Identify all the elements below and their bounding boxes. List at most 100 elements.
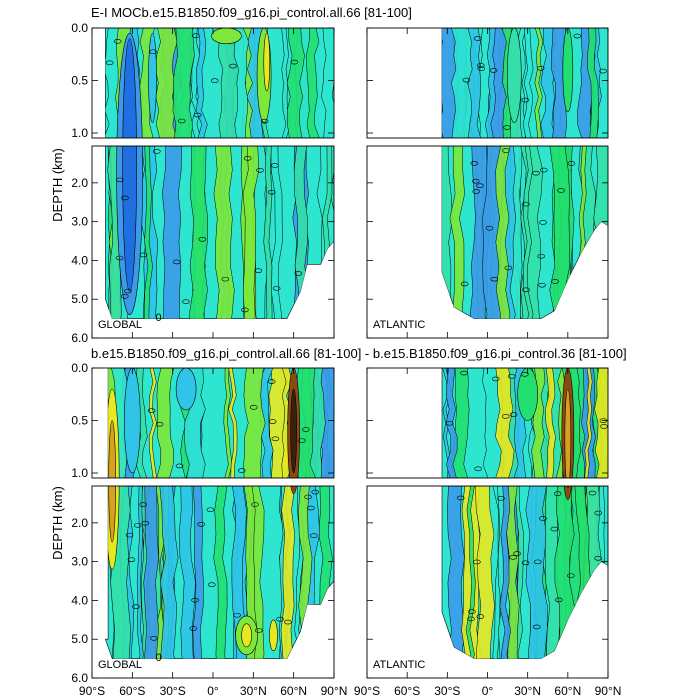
x-tick-label: 60°N bbox=[280, 684, 307, 698]
contour-label-oval bbox=[473, 559, 481, 565]
contour-label-oval bbox=[533, 559, 542, 565]
contour-label-oval bbox=[298, 438, 306, 443]
contour-label-oval bbox=[267, 189, 276, 195]
contour-label-oval bbox=[553, 491, 562, 496]
contour-label-oval bbox=[127, 557, 136, 562]
contour-label-oval bbox=[468, 609, 476, 615]
contour-label-oval bbox=[540, 167, 548, 173]
contour-label-oval bbox=[290, 59, 299, 65]
contour-label-oval bbox=[462, 77, 471, 83]
contour-label-oval bbox=[304, 494, 312, 500]
panel-region-label: ATLANTIC bbox=[373, 659, 425, 671]
contour-label-oval bbox=[521, 372, 529, 377]
y-tick-label: 1.0 bbox=[71, 466, 88, 480]
contour-label-oval bbox=[473, 36, 482, 41]
panel-region-label: GLOBAL bbox=[98, 319, 142, 331]
y-tick-label: 3.0 bbox=[71, 555, 88, 569]
contour-label-oval bbox=[521, 97, 530, 103]
contour-label-oval bbox=[507, 374, 516, 379]
contour-label-oval bbox=[501, 413, 510, 419]
contour-label-oval bbox=[538, 282, 546, 288]
contour-label-oval bbox=[233, 612, 241, 618]
contour-label-oval bbox=[570, 277, 578, 283]
contour-label-oval bbox=[594, 555, 602, 561]
x-tick-label: 90°N bbox=[595, 684, 622, 698]
contour-label-oval bbox=[522, 287, 530, 293]
contour-label-oval bbox=[536, 65, 545, 71]
contour-label-oval bbox=[153, 149, 161, 154]
contour-label-oval bbox=[206, 507, 215, 513]
contour-label-oval bbox=[504, 265, 513, 271]
contour-label-oval bbox=[237, 468, 246, 473]
contour-label-oval bbox=[509, 412, 518, 417]
x-tick-label: 30°S bbox=[434, 684, 460, 698]
contour-label-oval bbox=[149, 49, 157, 55]
contour-label-oval bbox=[254, 268, 263, 273]
contour-label-oval bbox=[550, 526, 559, 532]
contour-label-oval bbox=[489, 68, 498, 73]
panels-group: 0.0 0.5 1.0 2.0 3.0 4.0 5.0 6.0 GLOBAL 0 ATLANTIC 0… bbox=[71, 21, 621, 698]
panel-1-0-l-field bbox=[104, 486, 334, 659]
x-tick-label: 90°S bbox=[79, 684, 105, 698]
panel-0-0-l-field bbox=[105, 146, 334, 327]
zero-contour-label: 0 bbox=[156, 312, 162, 324]
x-tick-label: 30°N bbox=[240, 684, 267, 698]
panel-0-0-u-field bbox=[105, 28, 334, 138]
y-tick-label: 0.0 bbox=[71, 361, 88, 375]
contour-label-oval bbox=[558, 315, 566, 319]
contour-label-oval bbox=[267, 379, 276, 384]
y-tick-label: 4.0 bbox=[71, 253, 88, 267]
contour-label-oval bbox=[294, 271, 303, 276]
y-axis-label-bottom: DEPTH (km) bbox=[50, 486, 65, 560]
contour-label-oval bbox=[472, 189, 481, 194]
contour-label-oval bbox=[539, 516, 547, 521]
contour-label-oval bbox=[551, 279, 559, 284]
contour-label-oval bbox=[588, 490, 597, 496]
contour-label-oval bbox=[509, 555, 517, 560]
contour-label-oval bbox=[532, 624, 541, 630]
contour-label-oval bbox=[105, 60, 114, 66]
contour-label-oval bbox=[476, 614, 485, 619]
y-tick-label: 6.0 bbox=[71, 671, 88, 685]
contour-label-oval bbox=[476, 63, 485, 68]
contour-label-oval bbox=[191, 597, 199, 603]
bottom-title: b.e15.B1850.f09_g16.pi_control.all.66 [8… bbox=[91, 346, 627, 361]
y-tick-label: 0.0 bbox=[71, 21, 88, 35]
contour-label-oval bbox=[573, 33, 582, 39]
contour-label-oval bbox=[242, 323, 249, 327]
contour-label-oval bbox=[522, 201, 530, 207]
y-tick-label: 5.0 bbox=[71, 292, 88, 306]
contour-label-oval bbox=[229, 63, 237, 69]
contour-label-oval bbox=[276, 616, 284, 622]
contour-label-oval bbox=[191, 33, 200, 38]
contour-label-oval bbox=[456, 495, 465, 501]
y-axis-label-top: DEPTH (km) bbox=[50, 148, 65, 222]
contour-label-oval bbox=[221, 276, 230, 282]
y-tick-label: 6.0 bbox=[71, 331, 88, 345]
contour-label-oval bbox=[307, 505, 315, 511]
contour-label-oval bbox=[537, 253, 545, 259]
contour-label-oval bbox=[301, 427, 310, 432]
contour-label-oval bbox=[256, 167, 264, 173]
panel-1-0-u-field bbox=[107, 368, 334, 478]
contour-label-oval bbox=[474, 466, 482, 472]
contour-label-oval bbox=[311, 489, 320, 495]
contour-label-oval bbox=[470, 161, 479, 166]
contour-label-oval bbox=[241, 307, 249, 313]
contour-label-oval bbox=[567, 573, 575, 578]
contour-label-oval bbox=[459, 664, 466, 668]
contour-label-oval bbox=[471, 178, 480, 184]
contour-label-oval bbox=[182, 299, 190, 304]
contour-label-oval bbox=[198, 237, 207, 242]
contour-label-oval bbox=[268, 419, 277, 424]
contour-label-oval bbox=[141, 520, 150, 526]
contour-label-oval bbox=[120, 294, 129, 299]
contour-label-oval bbox=[485, 225, 494, 231]
y-tick-label: 0.5 bbox=[71, 74, 88, 88]
contour-label-oval bbox=[599, 68, 607, 74]
x-tick-label: 60°S bbox=[119, 684, 145, 698]
contour-label-oval bbox=[139, 252, 148, 258]
contour-label-oval bbox=[594, 510, 602, 516]
contour-label-oval bbox=[260, 118, 269, 124]
contour-label-oval bbox=[532, 170, 540, 176]
